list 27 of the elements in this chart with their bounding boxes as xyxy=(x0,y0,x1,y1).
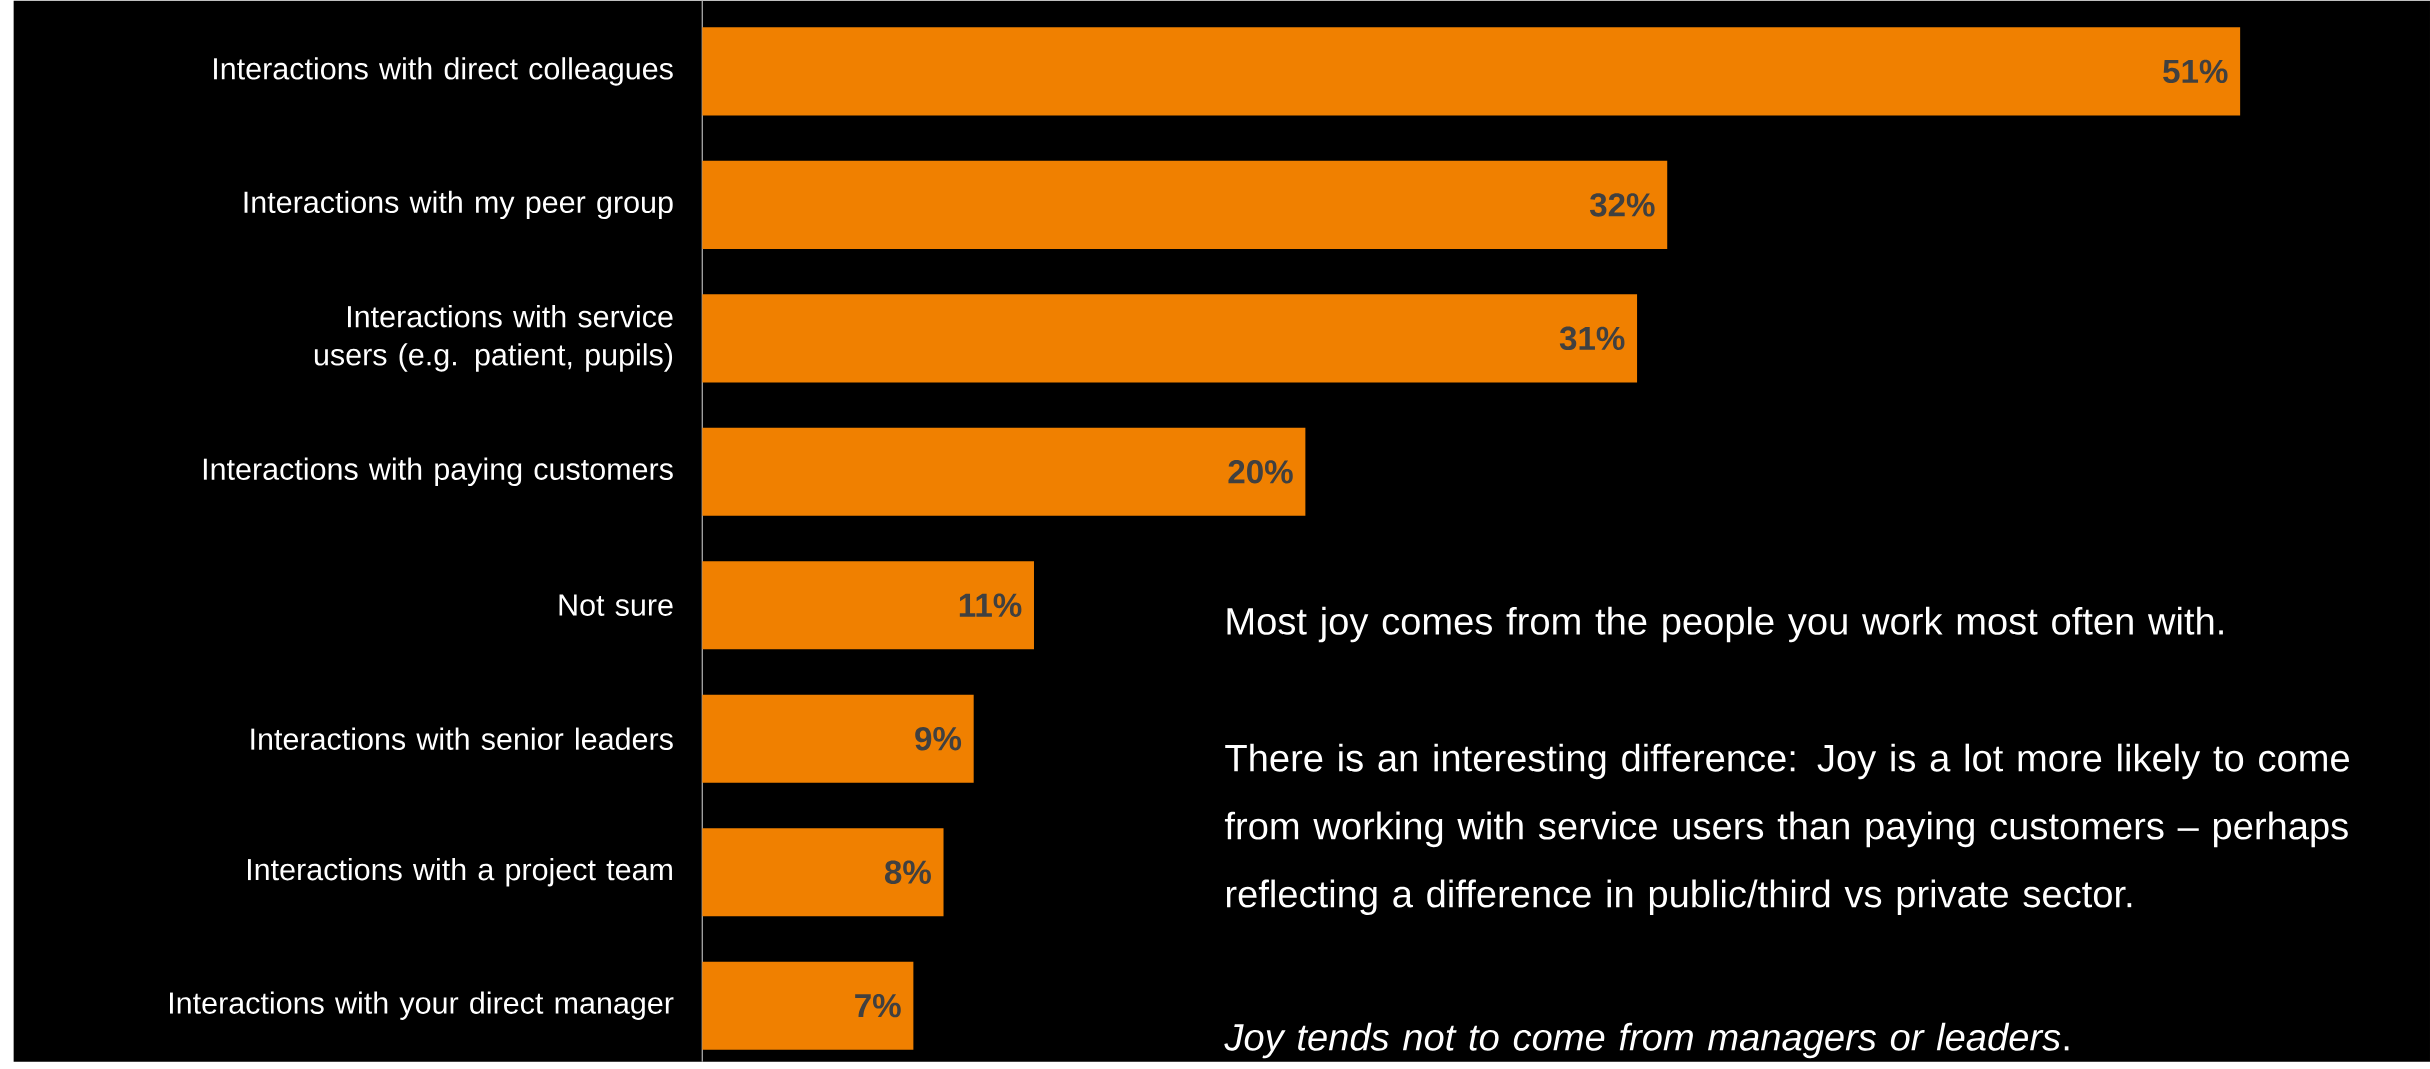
bar xyxy=(702,160,1668,249)
data-label: 31% xyxy=(1559,326,1625,350)
annotation: There is an interesting difference: Joy is a lot more likely to come from working with service users than paying customers – perhaps reflecting a difference in public/third vs private sector. xyxy=(1224,743,2349,915)
bar xyxy=(702,294,1638,383)
data-label: 51% xyxy=(2163,59,2228,83)
y-tick-label: Interactions with senior leaders xyxy=(251,727,673,750)
y-tick-label: Interactions with a project team xyxy=(247,857,672,887)
y-tick-label: Not sure xyxy=(559,594,673,616)
bar xyxy=(702,561,1034,650)
data-label: 9% xyxy=(915,726,962,751)
bar xyxy=(702,27,2241,116)
bar xyxy=(702,961,914,1050)
data-label: 8% xyxy=(884,860,931,884)
bar xyxy=(702,694,974,783)
y-tick-label: Interactions with service users (e.g. patient, pupils) xyxy=(314,304,673,372)
data-label: 11% xyxy=(959,593,1022,617)
bar xyxy=(702,828,944,917)
y-tick-label: Interactions with my peer group xyxy=(244,190,673,219)
data-label: 7% xyxy=(855,993,901,1018)
y-tick-label: Interactions with paying customers xyxy=(203,457,673,486)
annotation: Most joy comes from the people you work most often with. xyxy=(1227,606,2223,643)
data-label: 20% xyxy=(1228,459,1293,484)
data-label: 32% xyxy=(1589,192,1655,217)
y-tick-label: Interactions with direct colleagues xyxy=(214,57,673,86)
y-tick-label: Interactions with your direct manager xyxy=(170,991,674,1020)
bar xyxy=(702,427,1306,516)
annotation: Joy tends not to come from managers or leaders. xyxy=(1224,1022,2069,1059)
